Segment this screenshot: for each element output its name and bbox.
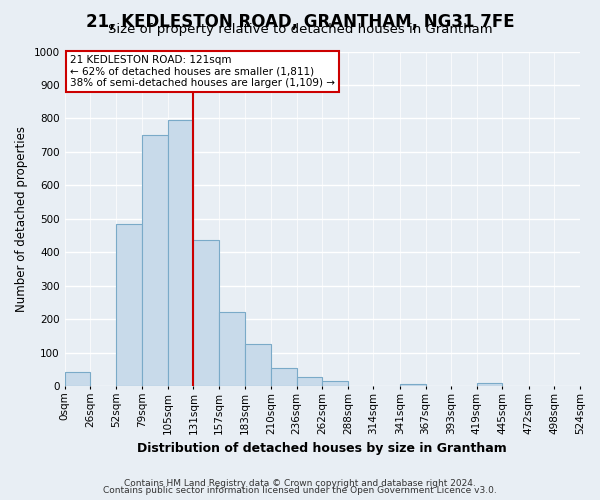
Text: 21, KEDLESTON ROAD, GRANTHAM, NG31 7FE: 21, KEDLESTON ROAD, GRANTHAM, NG31 7FE [86, 12, 514, 30]
Text: Contains public sector information licensed under the Open Government Licence v3: Contains public sector information licen… [103, 486, 497, 495]
Bar [142, 135, 168, 386]
Bar [116, 224, 142, 386]
Bar [65, 372, 90, 386]
Text: Size of property relative to detached houses in Grantham: Size of property relative to detached ho… [107, 22, 493, 36]
Bar [322, 381, 348, 386]
Bar [193, 240, 219, 386]
Bar [245, 344, 271, 386]
Bar [219, 312, 245, 386]
Bar [271, 368, 296, 386]
Bar [400, 384, 425, 386]
Y-axis label: Number of detached properties: Number of detached properties [15, 126, 28, 312]
Text: 21 KEDLESTON ROAD: 121sqm
← 62% of detached houses are smaller (1,811)
38% of se: 21 KEDLESTON ROAD: 121sqm ← 62% of detac… [70, 55, 335, 88]
Bar [168, 120, 193, 386]
Bar [296, 376, 322, 386]
Text: Contains HM Land Registry data © Crown copyright and database right 2024.: Contains HM Land Registry data © Crown c… [124, 478, 476, 488]
Bar [477, 384, 502, 386]
X-axis label: Distribution of detached houses by size in Grantham: Distribution of detached houses by size … [137, 442, 507, 455]
